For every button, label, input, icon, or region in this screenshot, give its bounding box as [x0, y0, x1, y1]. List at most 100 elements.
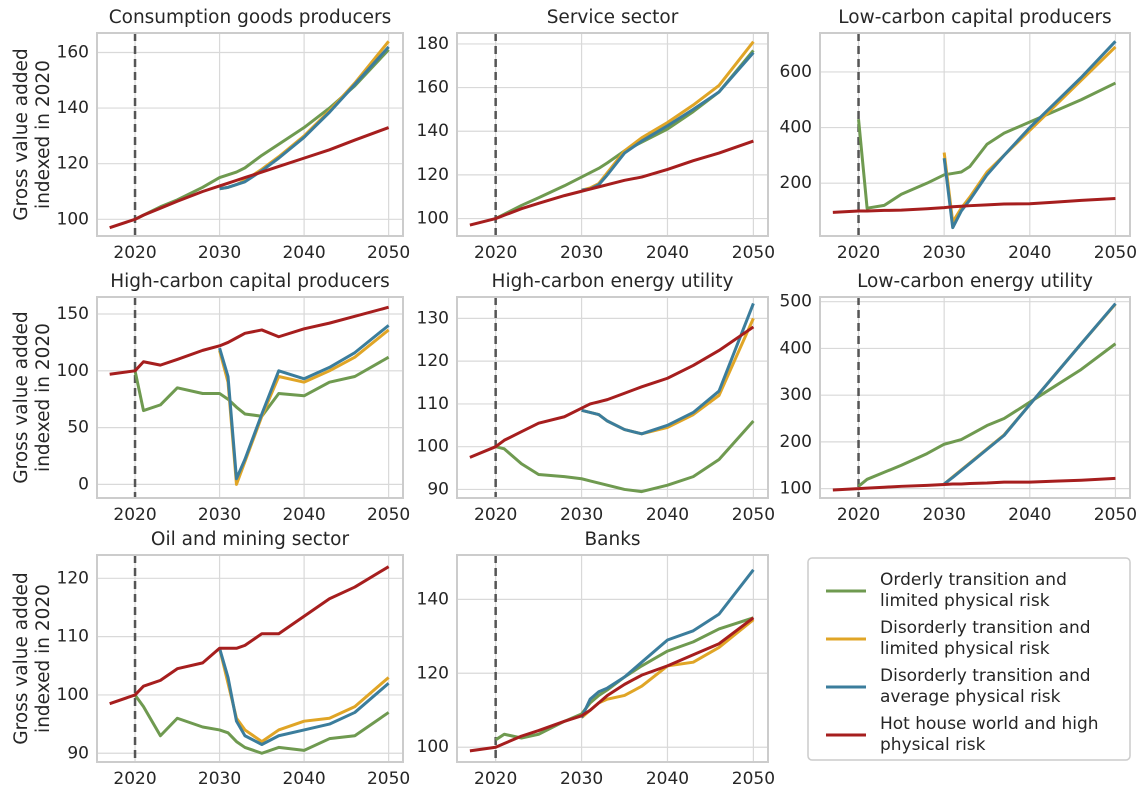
x-tick-label: 2050	[1094, 243, 1137, 263]
y-tick-label: 160	[417, 78, 449, 98]
chart-title: High-carbon capital producers	[110, 271, 390, 292]
x-tick-label: 2040	[1008, 243, 1051, 263]
y-axis-label: indexed in 2020	[33, 60, 54, 209]
y-tick-label: 180	[417, 34, 449, 54]
plot-border	[456, 32, 769, 237]
series-line	[218, 324, 390, 481]
y-tick-label: 100	[417, 209, 449, 229]
plot-area	[457, 555, 768, 762]
y-tick-label: 110	[57, 627, 89, 647]
x-tick-label: 2030	[560, 769, 603, 789]
y-tick-label: 140	[57, 98, 89, 118]
series-line	[857, 342, 1117, 488]
x-tick-label: 2040	[646, 505, 689, 525]
y-tick-label: 120	[417, 351, 449, 371]
chart-title: Banks	[584, 529, 640, 550]
chart-title: Service sector	[547, 7, 679, 28]
plot-border	[456, 296, 769, 499]
x-tick-label: 2020	[474, 769, 517, 789]
series-line	[109, 126, 390, 230]
y-tick-label: 100	[780, 479, 812, 499]
y-tick-label: 100	[57, 685, 89, 705]
legend-box	[807, 557, 1131, 761]
y-tick-label: 100	[57, 361, 89, 381]
series-line	[109, 565, 390, 706]
series-line	[832, 196, 1116, 214]
y-tick-label: 90	[67, 743, 89, 763]
y-tick-label: 200	[780, 173, 812, 193]
x-tick-label: 2020	[837, 243, 880, 263]
plot-area	[97, 33, 403, 236]
x-tick-label: 2020	[113, 505, 156, 525]
series-line	[469, 616, 755, 753]
x-tick-label: 2050	[1094, 505, 1137, 525]
x-tick-label: 2040	[646, 769, 689, 789]
y-axis-label: Gross value added	[11, 572, 32, 744]
y-tick-label: 600	[780, 62, 812, 82]
y-tick-label: 120	[57, 568, 89, 588]
x-tick-label: 2040	[282, 243, 325, 263]
plot-border	[819, 296, 1131, 499]
x-tick-label: 2030	[560, 243, 603, 263]
y-axis-label: indexed in 2020	[33, 323, 54, 472]
series-line	[133, 355, 390, 418]
x-tick-label: 2030	[923, 243, 966, 263]
legend-label: Hot house world and high physical risk	[880, 714, 1099, 755]
y-tick-label: 150	[57, 304, 89, 324]
y-tick-label: 400	[780, 338, 812, 358]
x-tick-label: 2030	[923, 505, 966, 525]
y-tick-label: 200	[780, 432, 812, 452]
x-tick-label: 2020	[113, 769, 156, 789]
y-tick-label: 400	[780, 118, 812, 138]
y-tick-label: 120	[417, 165, 449, 185]
y-tick-label: 100	[417, 737, 449, 757]
chart-title: Low-carbon capital producers	[838, 7, 1111, 28]
series-line	[943, 302, 1117, 486]
x-tick-label: 2040	[1008, 505, 1051, 525]
y-tick-label: 500	[780, 292, 812, 312]
y-tick-label: 120	[57, 154, 89, 174]
x-tick-label: 2030	[198, 769, 241, 789]
series-line	[581, 302, 755, 436]
plot-area	[457, 33, 768, 236]
y-tick-label: 100	[57, 209, 89, 229]
y-tick-label: 130	[417, 308, 449, 328]
y-tick-label: 160	[57, 42, 89, 62]
y-axis-label: indexed in 2020	[33, 584, 54, 733]
series-line	[494, 616, 754, 742]
chart-title: Consumption goods producers	[109, 7, 392, 28]
y-tick-label: 300	[780, 385, 812, 405]
plot-border	[96, 32, 404, 237]
x-tick-label: 2050	[732, 505, 775, 525]
y-tick-label: 140	[417, 121, 449, 141]
x-tick-label: 2050	[367, 243, 410, 263]
series-line	[832, 476, 1116, 492]
y-tick-label: 0	[78, 474, 89, 494]
plot-border	[96, 296, 404, 499]
y-tick-label: 140	[417, 589, 449, 609]
series-line	[133, 694, 390, 755]
x-tick-label: 2040	[282, 505, 325, 525]
plot-border	[819, 32, 1131, 237]
y-tick-label: 100	[417, 437, 449, 457]
series-line	[469, 139, 754, 227]
x-tick-label: 2050	[732, 243, 775, 263]
series-line	[219, 45, 390, 191]
x-tick-label: 2050	[367, 505, 410, 525]
x-tick-label: 2040	[282, 769, 325, 789]
x-tick-label: 2050	[367, 769, 410, 789]
x-tick-label: 2050	[732, 769, 775, 789]
x-tick-label: 2030	[560, 505, 603, 525]
chart-title: Low-carbon energy utility	[857, 271, 1093, 292]
series-line	[218, 647, 390, 747]
y-tick-label: 90	[427, 479, 449, 499]
y-axis-label: Gross value added	[11, 311, 32, 483]
plot-border	[96, 554, 404, 763]
x-tick-label: 2020	[474, 243, 517, 263]
legend-label: Disorderly transition and limited physica…	[880, 618, 1091, 659]
x-tick-label: 2030	[198, 243, 241, 263]
y-tick-label: 50	[67, 418, 89, 438]
legend-label: Disorderly transition and average physica…	[880, 666, 1091, 707]
series-line	[469, 325, 755, 459]
